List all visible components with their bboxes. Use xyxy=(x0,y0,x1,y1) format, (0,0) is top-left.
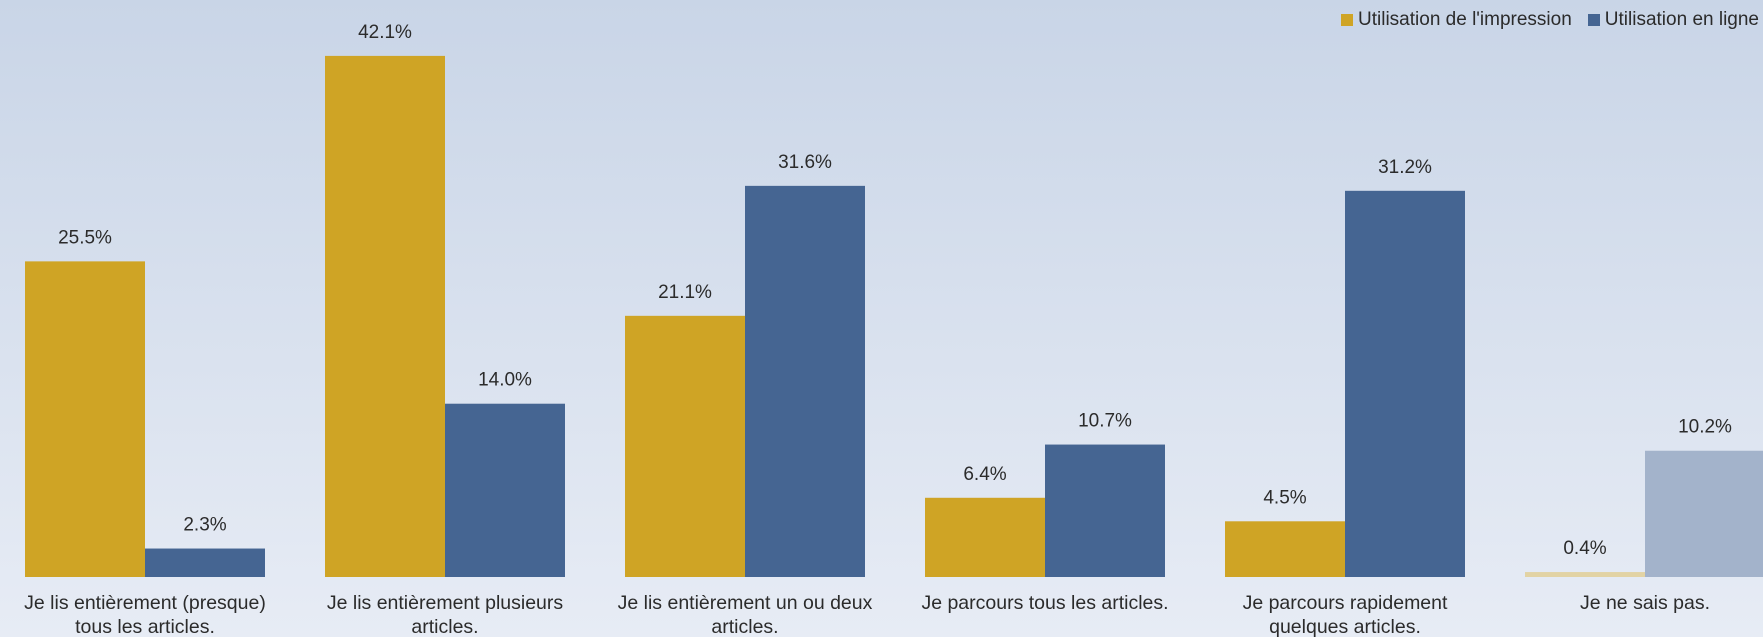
category-label-line: quelques articles. xyxy=(1269,616,1421,637)
bar-online-0 xyxy=(145,548,265,577)
value-label-print-0: 25.5% xyxy=(58,227,112,248)
legend-item-print: Utilisation de l'impression xyxy=(1341,9,1572,31)
bar-online-2 xyxy=(745,185,865,577)
bar-print-5 xyxy=(1525,572,1645,577)
bar-print-3 xyxy=(925,497,1045,577)
category-label-line: articles. xyxy=(411,616,478,637)
bar-print-4 xyxy=(1225,521,1345,577)
legend-item-online: Utilisation en ligne xyxy=(1587,9,1759,31)
value-label-online-3: 10.7% xyxy=(1078,411,1132,432)
bar-online-5 xyxy=(1645,450,1763,577)
bar-print-1 xyxy=(325,55,445,577)
category-label-2: Je lis entièrement un ou deux articles. xyxy=(618,592,873,637)
category-label-line: Je lis entièrement un ou deux xyxy=(618,592,873,614)
category-label-line: Je parcours tous les articles. xyxy=(921,592,1168,614)
category-label-1: Je lis entièrement plusieurs articles. xyxy=(327,592,564,637)
value-label-print-4: 4.5% xyxy=(1263,487,1306,508)
value-label-print-1: 42.1% xyxy=(358,22,412,43)
category-label-line: Je lis entièrement (presque) xyxy=(24,592,266,614)
value-label-online-2: 31.6% xyxy=(778,152,832,173)
category-label-line: articles. xyxy=(711,616,778,637)
legend-label-print: Utilisation de l'impression xyxy=(1358,9,1572,30)
legend-swatch-print xyxy=(1341,14,1354,26)
bar-online-3 xyxy=(1045,444,1165,577)
category-label-3: Je parcours tous les articles. xyxy=(921,592,1168,614)
legend-label-online: Utilisation en ligne xyxy=(1604,9,1759,30)
category-label-5: Je ne sais pas. xyxy=(1580,592,1710,614)
value-label-print-3: 6.4% xyxy=(963,464,1006,485)
bar-print-2 xyxy=(625,315,745,577)
category-label-line: tous les articles. xyxy=(75,616,215,637)
category-label-4: Je parcours rapidement quelques articles. xyxy=(1243,592,1448,637)
legend-swatch-online xyxy=(1587,14,1600,26)
bar-online-4 xyxy=(1345,190,1465,577)
value-label-online-0: 2.3% xyxy=(183,515,226,536)
bar-online-1 xyxy=(445,403,565,577)
value-label-print-5: 0.4% xyxy=(1563,538,1606,559)
category-label-line: Je lis entièrement plusieurs xyxy=(327,592,564,614)
chart-legend: Utilisation de l'impression Utilisation … xyxy=(1341,9,1759,31)
value-label-online-5: 10.2% xyxy=(1678,417,1732,438)
category-label-0: Je lis entièrement (presque) tous les art… xyxy=(24,592,266,637)
bar-print-0 xyxy=(25,261,145,577)
value-label-print-2: 21.1% xyxy=(658,282,712,303)
value-label-online-4: 31.2% xyxy=(1378,157,1432,178)
category-label-line: Je parcours rapidement xyxy=(1243,592,1448,614)
category-label-line: Je ne sais pas. xyxy=(1580,592,1710,614)
value-label-online-1: 14.0% xyxy=(478,370,532,391)
